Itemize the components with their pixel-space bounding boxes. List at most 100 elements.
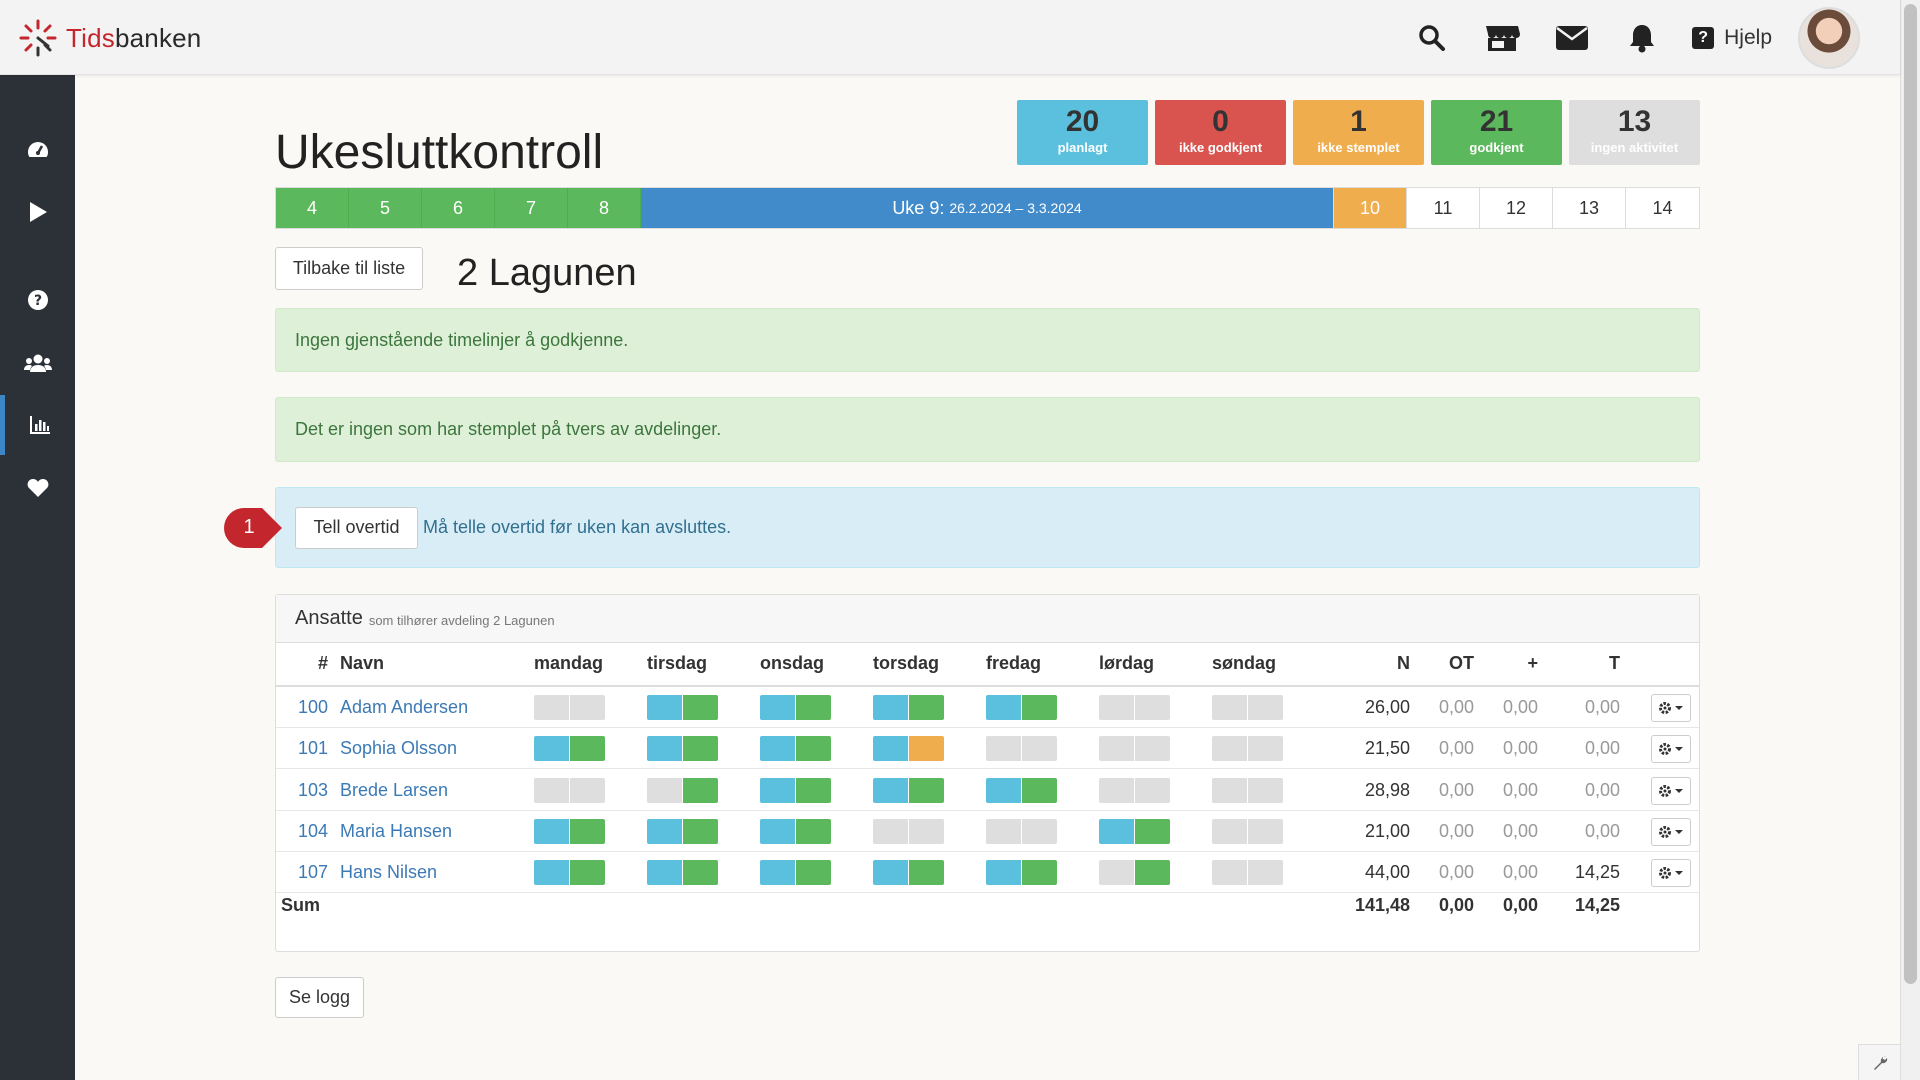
employee-id-link[interactable]: 104 (297, 820, 328, 841)
stat-box-ingen-aktivitet[interactable]: 13 ingen aktivitet (1569, 100, 1700, 165)
table-row: 103 Brede Larsen 28,98 0,00 0,00 0,00 (276, 770, 1699, 811)
day-status-onsdag[interactable] (760, 695, 831, 720)
sidebar-item-reports[interactable] (0, 395, 75, 455)
header-mandag: mandag (534, 653, 604, 673)
sidebar-item-dashboard[interactable] (0, 120, 75, 180)
day-status-torsdag[interactable] (873, 777, 944, 803)
day-status-søndag[interactable] (1212, 736, 1283, 762)
day-status-tirsdag[interactable] (647, 860, 718, 886)
day-status-tirsdag[interactable] (647, 736, 718, 762)
day-status-fredag[interactable] (986, 695, 1057, 720)
employee-name-link[interactable]: Maria Hansen (340, 820, 453, 841)
day-status-søndag[interactable] (1212, 818, 1283, 844)
row-actions-button[interactable] (1651, 776, 1691, 805)
week-12[interactable]: 12 (1480, 188, 1553, 228)
week-13[interactable]: 13 (1553, 188, 1626, 228)
scrollbar[interactable] (1900, 0, 1920, 1080)
sidebar-item-play[interactable] (0, 182, 75, 242)
sidebar-item-favorites[interactable] (0, 458, 75, 518)
week-5[interactable]: 5 (349, 188, 422, 228)
day-status-lørdag[interactable] (1099, 860, 1170, 886)
day-status-fredag[interactable] (986, 777, 1057, 803)
week-14[interactable]: 14 (1626, 188, 1699, 228)
employee-name-link[interactable]: Brede Larsen (340, 779, 449, 800)
day-status-torsdag[interactable] (873, 860, 944, 886)
employee-id-link[interactable]: 100 (297, 697, 328, 717)
see-log-button[interactable]: Se logg (275, 977, 364, 1018)
day-status-lørdag[interactable] (1099, 777, 1170, 803)
employee-id-link[interactable]: 101 (297, 738, 328, 759)
day-status-mandag[interactable] (534, 860, 605, 886)
week-7[interactable]: 7 (495, 188, 568, 228)
week-6[interactable]: 6 (422, 188, 495, 228)
day-status-fredag[interactable] (986, 860, 1057, 886)
week-11[interactable]: 11 (1407, 188, 1480, 228)
hours-ot: 0,00 (1438, 820, 1474, 841)
stat-label: planlagt (1057, 140, 1108, 155)
scrollbar-thumb[interactable] (1904, 4, 1917, 984)
day-status-fredag[interactable] (986, 818, 1057, 844)
employee-name-link[interactable]: Adam Andersen (340, 697, 469, 717)
day-status-onsdag[interactable] (760, 818, 831, 844)
day-status-torsdag[interactable] (873, 695, 944, 720)
table-row: 104 Maria Hansen 21,00 0,00 0,00 0,00 (276, 811, 1699, 852)
day-status-mandag[interactable] (534, 736, 605, 762)
avatar[interactable] (1798, 6, 1860, 69)
day-status-søndag[interactable] (1212, 777, 1283, 803)
day-status-onsdag[interactable] (760, 777, 831, 803)
day-status-mandag[interactable] (534, 818, 605, 844)
day-status-lørdag[interactable] (1099, 818, 1170, 844)
day-status-mandag[interactable] (534, 695, 605, 720)
wrench-icon[interactable] (1858, 1044, 1900, 1080)
stat-box-planlagt[interactable]: 20 planlagt (1017, 100, 1148, 165)
day-status-søndag[interactable] (1212, 695, 1283, 720)
employee-id-link[interactable]: 107 (297, 862, 328, 883)
day-status-lørdag[interactable] (1099, 736, 1170, 762)
row-actions-button[interactable] (1651, 735, 1691, 764)
sidebar-item-users[interactable] (0, 333, 75, 393)
row-actions-button[interactable] (1651, 817, 1691, 846)
day-status-tirsdag[interactable] (647, 818, 718, 844)
mail-icon[interactable] (1552, 18, 1592, 58)
employee-id-link[interactable]: 103 (297, 779, 328, 800)
week-selector: 4 5 6 7 8 Uke 9: 26.2.2024 – 3.3.2024 10 11 12 13 1… (275, 187, 1700, 229)
day-status-søndag[interactable] (1212, 860, 1283, 886)
week-8[interactable]: 8 (568, 188, 641, 228)
employee-name-link[interactable]: Hans Nilsen (340, 862, 438, 883)
page-title: Ukesluttkontroll (275, 126, 604, 179)
alert-no-cross-department: Det er ingen som har stemplet på tvers a… (275, 397, 1700, 462)
header-ot: OT (1449, 653, 1474, 673)
top-actions: ? Hjelp (1382, 0, 1860, 75)
back-to-list-button[interactable]: Tilbake til liste (275, 247, 423, 290)
count-overtime-button[interactable]: Tell overtid (295, 506, 418, 549)
day-status-mandag[interactable] (534, 777, 605, 803)
sum-plus: 0,00 (1502, 895, 1538, 915)
help-link[interactable]: ? Hjelp (1692, 26, 1772, 50)
day-status-onsdag[interactable] (760, 736, 831, 762)
store-icon[interactable] (1482, 18, 1522, 58)
logo[interactable]: Tidsbanken (18, 18, 201, 58)
day-status-tirsdag[interactable] (647, 777, 718, 803)
row-actions-button[interactable] (1651, 694, 1691, 722)
week-10[interactable]: 10 (1334, 188, 1407, 228)
week-4[interactable]: 4 (276, 188, 349, 228)
bell-icon[interactable] (1622, 18, 1662, 58)
sidebar-item-help[interactable]: ? (0, 270, 75, 330)
employee-name-link[interactable]: Sophia Olsson (340, 738, 458, 759)
day-status-onsdag[interactable] (760, 860, 831, 886)
day-status-lørdag[interactable] (1099, 695, 1170, 720)
week-current[interactable]: Uke 9: 26.2.2024 – 3.3.2024 (641, 188, 1334, 228)
step-badge-shape (224, 508, 282, 548)
hours-t: 0,00 (1584, 820, 1620, 841)
stat-box-ikke-stemplet[interactable]: 1 ikke stemplet (1293, 100, 1424, 165)
stat-value: 13 (1617, 105, 1652, 138)
stat-box-ikke-godkjent[interactable]: 0 ikke godkjent (1155, 100, 1286, 165)
day-status-torsdag[interactable] (873, 818, 944, 844)
search-icon[interactable] (1412, 18, 1452, 58)
hours-t: 0,00 (1584, 779, 1620, 800)
stat-box-godkjent[interactable]: 21 godkjent (1431, 100, 1562, 165)
day-status-torsdag[interactable] (873, 736, 944, 762)
row-actions-button[interactable] (1651, 859, 1691, 888)
day-status-tirsdag[interactable] (647, 695, 718, 720)
day-status-fredag[interactable] (986, 736, 1057, 762)
